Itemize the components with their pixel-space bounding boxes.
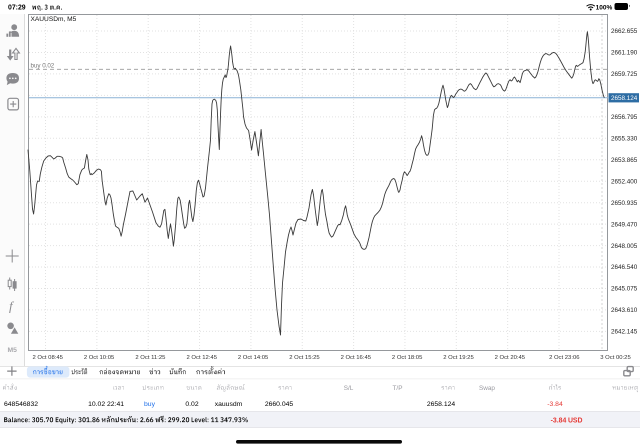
- svg-text:2 Oct 16:45: 2 Oct 16:45: [341, 355, 372, 361]
- svg-text:M5: M5: [8, 347, 18, 354]
- svg-text:2 Oct 10:05: 2 Oct 10:05: [84, 355, 115, 361]
- svg-text:2 Oct 08:45: 2 Oct 08:45: [32, 355, 63, 361]
- svg-text:2649.470: 2649.470: [611, 221, 638, 228]
- svg-text:2 Oct 19:25: 2 Oct 19:25: [443, 355, 474, 361]
- svg-text:2642.145: 2642.145: [611, 329, 638, 336]
- svg-text:100%: 100%: [596, 5, 613, 12]
- svg-text:2656.795: 2656.795: [611, 114, 638, 121]
- svg-text:2 Oct 14:05: 2 Oct 14:05: [238, 355, 269, 361]
- svg-text:2 Oct 15:25: 2 Oct 15:25: [289, 355, 320, 361]
- svg-text:-3.84: -3.84: [551, 417, 567, 424]
- svg-text:XAUUSDm, M5: XAUUSDm, M5: [31, 16, 77, 23]
- svg-text:2652.400: 2652.400: [611, 178, 638, 185]
- svg-text:-3.84: -3.84: [547, 401, 563, 408]
- svg-text:2650.935: 2650.935: [611, 200, 638, 207]
- svg-text:3 Oct 00:25: 3 Oct 00:25: [600, 355, 631, 361]
- svg-text:2658.124: 2658.124: [427, 401, 456, 408]
- svg-text:xauusdm: xauusdm: [215, 401, 243, 408]
- svg-text:2 Oct 20:45: 2 Oct 20:45: [495, 355, 526, 361]
- svg-text:USD: USD: [568, 417, 583, 424]
- svg-text:2662.655: 2662.655: [611, 28, 638, 35]
- svg-text:2648.005: 2648.005: [611, 243, 638, 250]
- svg-text:2655.330: 2655.330: [611, 136, 638, 143]
- svg-text:2 Oct 12:45: 2 Oct 12:45: [187, 355, 218, 361]
- svg-text:2643.610: 2643.610: [611, 307, 638, 314]
- svg-text:2658.124: 2658.124: [611, 95, 638, 102]
- svg-text:07:29: 07:29: [8, 5, 26, 12]
- svg-text:buy: buy: [144, 401, 156, 408]
- svg-text:2646.540: 2646.540: [611, 264, 638, 271]
- svg-text:2653.865: 2653.865: [611, 157, 638, 164]
- svg-text:2661.190: 2661.190: [611, 50, 638, 57]
- svg-text:2660.045: 2660.045: [265, 401, 294, 408]
- svg-text:648546832: 648546832: [4, 401, 38, 408]
- svg-text:buy 0.02: buy 0.02: [31, 62, 55, 69]
- svg-text:S/L: S/L: [344, 385, 354, 392]
- svg-text:2 Oct 23:06: 2 Oct 23:06: [549, 355, 580, 361]
- svg-text:2 Oct 11:25: 2 Oct 11:25: [135, 355, 166, 361]
- svg-text:Swap: Swap: [479, 385, 495, 392]
- svg-text:2659.725: 2659.725: [611, 71, 638, 78]
- svg-text:2 Oct 18:05: 2 Oct 18:05: [392, 355, 423, 361]
- svg-text:2645.075: 2645.075: [611, 286, 638, 293]
- svg-text:T/P: T/P: [393, 385, 403, 392]
- svg-text:10.02 22:41: 10.02 22:41: [88, 401, 124, 408]
- svg-text:0.02: 0.02: [185, 401, 198, 408]
- svg-text:f: f: [9, 299, 15, 314]
